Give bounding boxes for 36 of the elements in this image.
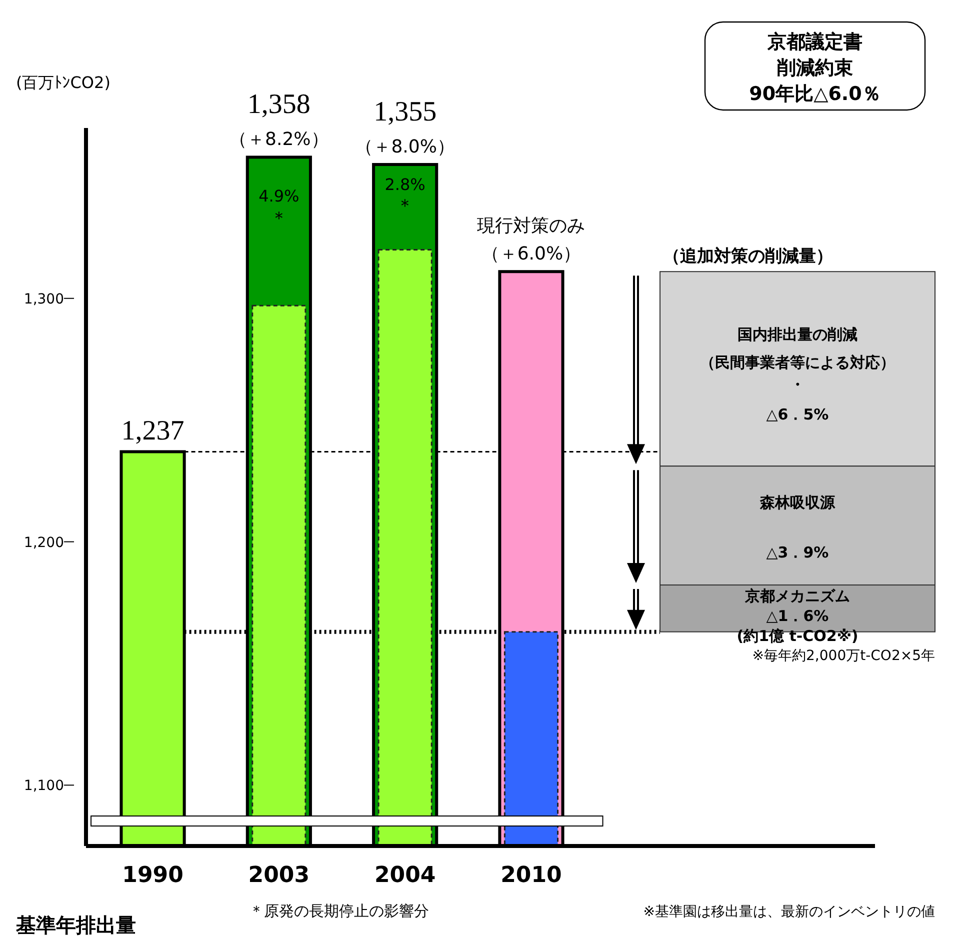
text: (約1億 t-CO2※) [736,626,858,645]
annotation: ＊ [270,208,288,230]
text: 京都メカニズム [744,586,850,605]
y-axis-title: (百万ﾄﾝCO2) [16,73,110,92]
x-tick-label: 1990 [122,863,184,888]
annotation: （＋8.2%） [229,129,329,150]
data-label: 1,358 [247,89,310,120]
text: （民間事業者等による対応） [700,354,895,372]
annotation: ＊ [396,195,414,216]
y-tick-label: 1,300 [24,291,64,308]
annotation: （＋6.0%） [481,244,582,265]
text: ※基準園は移出量は、最新のインベントリの値 [643,904,935,920]
x-tick-label: 2010 [500,863,562,888]
data-label: 1,237 [121,416,184,447]
data-label: 1,355 [374,96,437,128]
annotation: 2.8% [384,175,426,194]
text: 90年比△6.0％ [749,83,881,105]
text: ・ [790,376,805,394]
text: ※毎年約2,000万t-CO2×5年 [752,648,935,664]
text: △6．5% [766,406,829,424]
text: △3．9% [766,544,829,562]
annotation: 現行対策のみ [477,216,586,237]
text: 国内排出量の削減 [738,326,858,344]
text: △1．6% [766,606,829,625]
text: ＊原発の長期停止の影響分 [248,902,429,920]
text: 京都議定書 [766,31,862,53]
text: 削減約束 [776,57,853,79]
y-tick-label: 1,200 [24,534,64,551]
x-tick-label: 2003 [248,863,310,888]
y-tick-label: 1,100 [24,778,64,794]
text: 森林吸収源 [759,494,836,512]
annotation: 4.9% [258,186,300,206]
annotation: （＋8.0%） [355,136,455,158]
text: 基準年排出量 [15,913,136,937]
x-tick-label: 2004 [374,863,436,888]
text: （追加対策の削減量） [663,246,833,267]
